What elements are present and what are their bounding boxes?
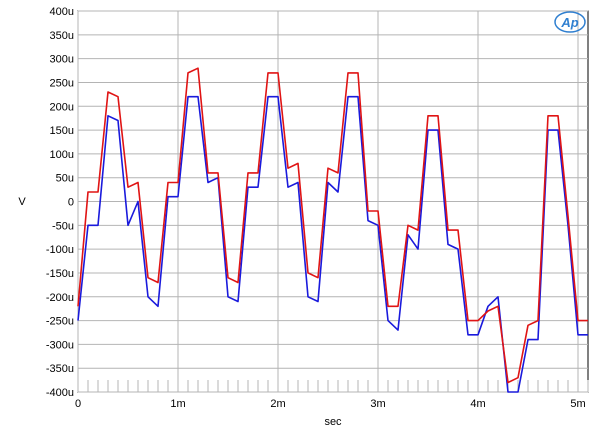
- ap-logo-ellipse: [554, 11, 586, 33]
- x-tick-label: 0: [75, 398, 81, 410]
- y-tick-label: -50u: [52, 220, 74, 232]
- minor-ticks: [77, 380, 589, 392]
- y-tick-label: 50u: [56, 173, 74, 185]
- y-axis-label: V: [18, 196, 26, 208]
- ap-logo: Ap: [554, 11, 586, 33]
- x-axis-label: sec: [324, 416, 342, 428]
- x-tick-label: 2m: [270, 398, 285, 410]
- series-layer: [77, 67, 588, 393]
- y-tick-label: 350u: [50, 30, 74, 42]
- y-tick-label: 0: [68, 197, 74, 209]
- y-tick-label: 400u: [50, 6, 74, 18]
- x-tick-label: 4m: [470, 398, 485, 410]
- ap-logo-text: Ap: [560, 15, 578, 30]
- y-tick-label: -400u: [46, 387, 74, 399]
- y-tick-label: -350u: [46, 363, 74, 375]
- series-line-2: [77, 67, 588, 384]
- y-tick-label: 100u: [50, 149, 74, 161]
- x-tick-label: 5m: [570, 398, 585, 410]
- y-tick-label: 250u: [50, 77, 74, 89]
- y-tick-label: 300u: [50, 54, 74, 66]
- x-tick-label: 1m: [170, 398, 185, 410]
- y-tick-labels: 400u 350u 300u 250u 200u 150u 100u 50u 0 -50u -100…: [46, 6, 74, 399]
- y-tick-label: -150u: [46, 268, 74, 280]
- y-tick-label: -250u: [46, 316, 74, 328]
- y-tick-label: -300u: [46, 339, 74, 351]
- y-tick-label: 200u: [50, 101, 74, 113]
- y-tick-label: -100u: [46, 244, 74, 256]
- x-tick-labels: 0 1m 2m 3m 4m 5m: [75, 398, 586, 410]
- x-tick-label: 3m: [370, 398, 385, 410]
- y-tick-label: 150u: [50, 125, 74, 137]
- y-tick-label: -200u: [46, 292, 74, 304]
